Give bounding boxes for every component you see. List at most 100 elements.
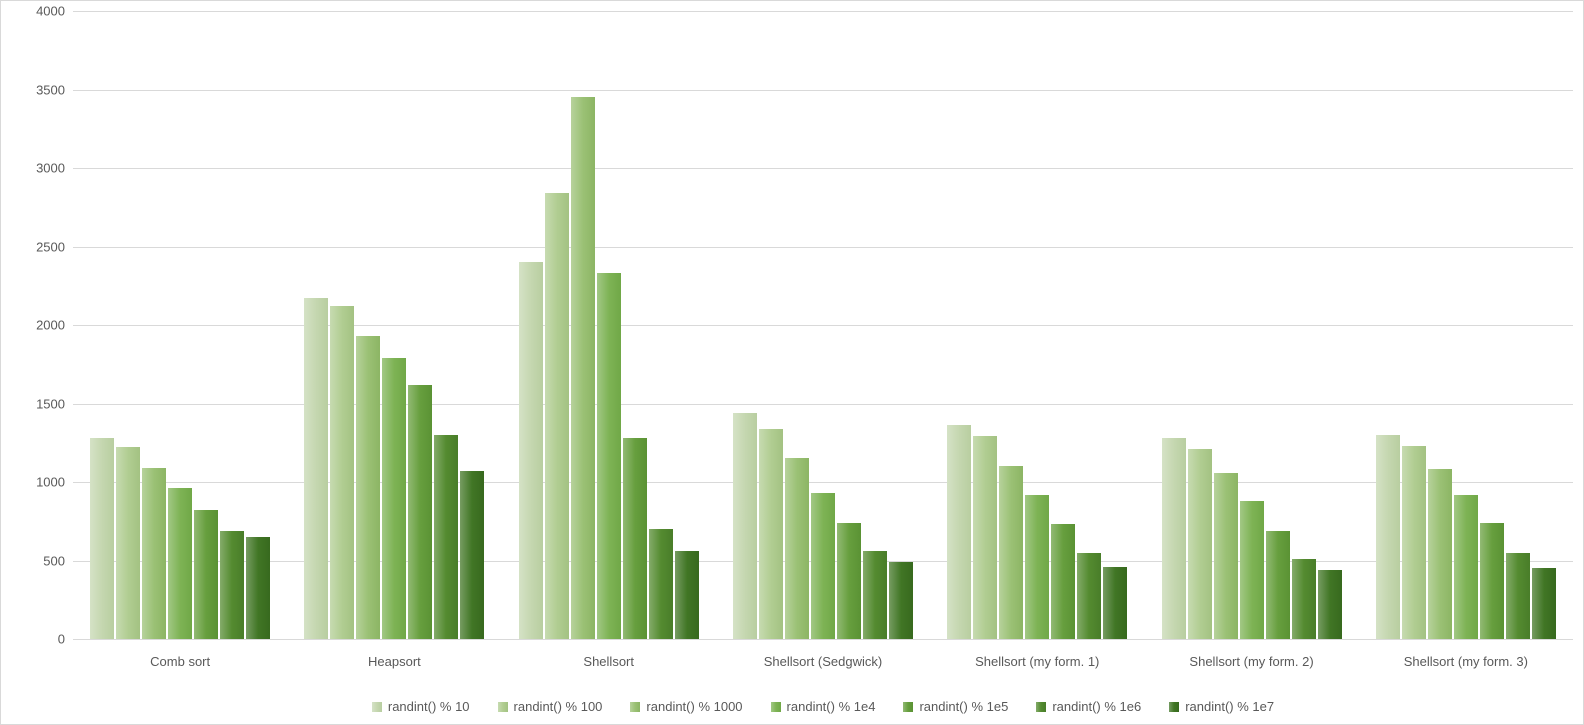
legend-swatch — [903, 702, 913, 712]
x-axis-label: Shellsort (Sedgwick) — [716, 654, 930, 669]
x-axis-labels: Comb sortHeapsortShellsortShellsort (Sed… — [73, 654, 1573, 669]
y-tick-label: 1000 — [15, 475, 65, 490]
bar-fill — [356, 336, 380, 639]
x-axis-label: Shellsort (my form. 2) — [1144, 654, 1358, 669]
bar-fill — [1376, 435, 1400, 639]
legend: randint() % 10randint() % 100randint() %… — [73, 699, 1573, 714]
bar-group — [73, 11, 287, 639]
y-tick-label: 4000 — [15, 4, 65, 19]
legend-swatch — [372, 702, 382, 712]
bar — [1376, 11, 1400, 639]
bar — [168, 11, 192, 639]
x-axis-label: Shellsort (my form. 3) — [1359, 654, 1573, 669]
legend-swatch — [771, 702, 781, 712]
bar-group — [1144, 11, 1358, 639]
bar-fill — [1077, 553, 1101, 639]
bar-fill — [408, 385, 432, 639]
bar — [571, 11, 595, 639]
bar-fill — [194, 510, 218, 639]
bar — [460, 11, 484, 639]
legend-label: randint() % 1e6 — [1052, 699, 1141, 714]
bar-fill — [519, 262, 543, 639]
bar-fill — [1266, 531, 1290, 639]
bar — [837, 11, 861, 639]
bar — [1162, 11, 1186, 639]
legend-swatch — [498, 702, 508, 712]
bar — [1214, 11, 1238, 639]
bar — [1266, 11, 1290, 639]
bar — [733, 11, 757, 639]
bar — [947, 11, 971, 639]
legend-swatch — [630, 702, 640, 712]
legend-label: randint() % 1e7 — [1185, 699, 1274, 714]
bar-fill — [1454, 495, 1478, 639]
y-tick-label: 3500 — [15, 82, 65, 97]
bar — [675, 11, 699, 639]
bar — [142, 11, 166, 639]
y-tick-label: 0 — [15, 632, 65, 647]
bar — [246, 11, 270, 639]
legend-item: randint() % 1e7 — [1169, 699, 1274, 714]
bar-fill — [675, 551, 699, 639]
bar — [1077, 11, 1101, 639]
bar-group — [287, 11, 501, 639]
bar-group — [930, 11, 1144, 639]
bar — [116, 11, 140, 639]
bar — [811, 11, 835, 639]
bar — [1188, 11, 1212, 639]
bar-fill — [889, 562, 913, 639]
bar-fill — [220, 531, 244, 639]
bar — [759, 11, 783, 639]
bar-groups — [73, 11, 1573, 639]
bar — [1532, 11, 1556, 639]
bar — [785, 11, 809, 639]
legend-label: randint() % 1e5 — [919, 699, 1008, 714]
bar-fill — [460, 471, 484, 639]
bar — [1454, 11, 1478, 639]
x-axis-label: Shellsort — [502, 654, 716, 669]
bar — [408, 11, 432, 639]
bar-fill — [1188, 449, 1212, 639]
bar — [1428, 11, 1452, 639]
bar-fill — [330, 306, 354, 639]
legend-item: randint() % 1e5 — [903, 699, 1008, 714]
legend-item: randint() % 1e4 — [771, 699, 876, 714]
bar — [90, 11, 114, 639]
bar — [434, 11, 458, 639]
bar-fill — [168, 488, 192, 639]
bar-fill — [434, 435, 458, 639]
bar-fill — [1402, 446, 1426, 639]
bar-fill — [649, 529, 673, 639]
y-tick-label: 3000 — [15, 161, 65, 176]
bar — [973, 11, 997, 639]
bar — [889, 11, 913, 639]
bar — [304, 11, 328, 639]
y-tick-label: 500 — [15, 553, 65, 568]
bar-fill — [863, 551, 887, 639]
bar — [1402, 11, 1426, 639]
bar — [1292, 11, 1316, 639]
legend-item: randint() % 1e6 — [1036, 699, 1141, 714]
bar-fill — [246, 537, 270, 639]
bar — [1103, 11, 1127, 639]
gridline — [73, 639, 1573, 640]
x-axis-label: Comb sort — [73, 654, 287, 669]
plot-area: 05001000150020002500300035004000 — [73, 11, 1573, 639]
bar-fill — [733, 413, 757, 639]
bar-fill — [811, 493, 835, 639]
bar — [1025, 11, 1049, 639]
bar — [220, 11, 244, 639]
bar-fill — [837, 523, 861, 639]
bar-fill — [597, 273, 621, 639]
bar-fill — [1214, 473, 1238, 639]
legend-item: randint() % 10 — [372, 699, 470, 714]
bar-fill — [382, 358, 406, 639]
bar-group — [502, 11, 716, 639]
bar-fill — [1240, 501, 1264, 639]
bar — [999, 11, 1023, 639]
y-tick-label: 1500 — [15, 396, 65, 411]
bar-fill — [1025, 495, 1049, 639]
bar-fill — [90, 438, 114, 639]
bar-fill — [116, 447, 140, 639]
legend-label: randint() % 10 — [388, 699, 470, 714]
